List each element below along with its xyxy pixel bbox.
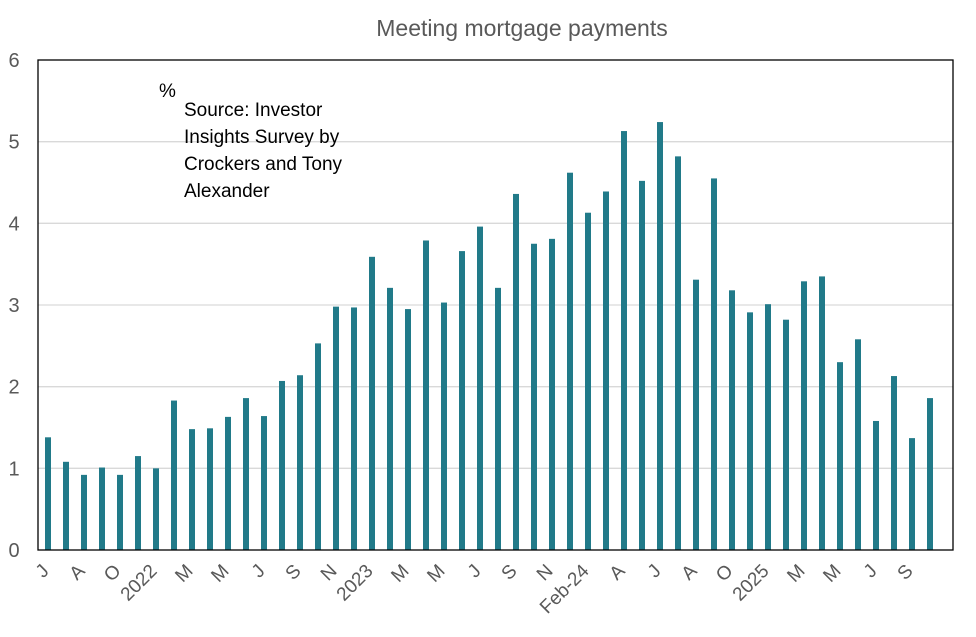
bar (801, 281, 807, 550)
bar (459, 251, 465, 550)
y-tick-label: 4 (8, 213, 19, 235)
y-tick-label: 2 (8, 377, 19, 399)
bar (513, 193, 519, 550)
bar (423, 240, 429, 550)
x-tick-label: J (644, 561, 666, 583)
bar (387, 287, 393, 550)
bar (45, 437, 51, 550)
bar (117, 474, 123, 550)
bar (171, 400, 177, 550)
bar (675, 156, 681, 550)
bar (225, 416, 231, 550)
bar (351, 307, 357, 550)
source-annotation: Source: Investor Insights Survey by Crocke… (184, 100, 343, 202)
y-tick-label: 5 (8, 132, 19, 154)
bar (153, 468, 159, 550)
bar (639, 180, 645, 550)
bar (477, 226, 483, 550)
bar (927, 398, 933, 550)
x-tick-label: A (66, 560, 90, 584)
x-tick-label: J (32, 561, 54, 583)
bar (765, 304, 771, 550)
y-tick-label: 1 (8, 458, 19, 480)
bar (567, 172, 573, 550)
bar (297, 375, 303, 550)
x-tick-label: O (712, 561, 737, 586)
unit-label: % (159, 81, 176, 102)
bar (549, 238, 555, 550)
bar (693, 279, 699, 550)
x-tick-label: A (678, 560, 702, 584)
x-tick-label: M (783, 561, 809, 587)
bar (243, 398, 249, 550)
bar (855, 339, 861, 550)
bar (207, 428, 213, 550)
source-line: Insights Survey by (184, 127, 340, 148)
x-tick-label: J (860, 561, 882, 583)
bar (747, 312, 753, 550)
bar (441, 302, 447, 550)
bar (495, 287, 501, 550)
bar (63, 461, 69, 550)
x-tick-label: 2022 (117, 561, 162, 606)
chart-title: Meeting mortgage payments (376, 15, 668, 41)
x-tick-label: M (819, 561, 845, 587)
x-tick-label: S (282, 561, 306, 585)
bar (279, 380, 285, 550)
x-tick-label: 2023 (333, 561, 378, 606)
bar (837, 362, 843, 550)
bar (531, 243, 537, 550)
y-tick-label: 3 (8, 295, 19, 317)
bar (909, 438, 915, 550)
bar (585, 212, 591, 550)
x-tick-label: M (423, 561, 449, 587)
bar (99, 467, 105, 550)
bar (405, 309, 411, 550)
bar (729, 290, 735, 550)
x-tick-label: N (533, 561, 558, 586)
bar (891, 376, 897, 550)
x-tick-label: J (464, 561, 486, 583)
y-tick-label: 0 (8, 540, 19, 562)
bar (333, 306, 339, 550)
bar (603, 191, 609, 550)
bar (261, 416, 267, 550)
x-tick-label: J (248, 561, 270, 583)
bar (369, 256, 375, 550)
bar (81, 474, 87, 550)
x-tick-label: M (387, 561, 413, 587)
x-tick-label: M (207, 561, 233, 587)
bar (135, 456, 141, 550)
source-line: Alexander (184, 181, 270, 202)
y-tick-label: 6 (8, 50, 19, 72)
source-line: Crockers and Tony (184, 154, 343, 175)
plot-area-frame (37, 59, 954, 551)
x-tick-label: A (606, 560, 630, 584)
y-axis-ticks: 0 1 2 3 4 5 6 (8, 50, 19, 562)
x-tick-label: S (498, 561, 522, 585)
x-tick-label: O (100, 561, 125, 586)
x-tick-label: N (317, 561, 342, 586)
bar (189, 429, 195, 550)
bar (621, 131, 627, 551)
bar (711, 178, 717, 550)
bar (819, 276, 825, 550)
x-tick-label: S (894, 561, 918, 585)
x-tick-label: 2025 (729, 561, 774, 606)
x-tick-label: M (171, 561, 197, 587)
bar (315, 343, 321, 550)
bar (783, 319, 789, 550)
bars (45, 122, 933, 551)
bar (657, 122, 663, 551)
source-line: Source: Investor (184, 100, 323, 121)
bar (873, 420, 879, 550)
